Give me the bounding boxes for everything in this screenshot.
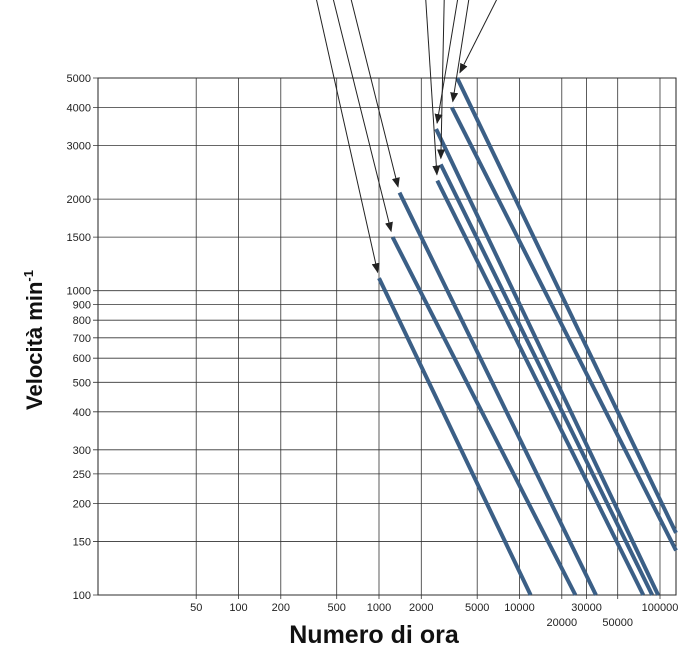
y-tick-label: 3000 [67,141,91,153]
annotation-layer: 10020040080016003200640012800 [316,0,498,274]
series-layer [377,77,678,596]
y-tick-label: 1000 [67,286,91,298]
leader-arrow-3200 [350,0,400,188]
x-tick-label: 100000 [642,602,679,614]
leader-arrow-200 [450,0,470,103]
y-tick-label: 600 [73,353,91,365]
y-tick-labels: 100 150 200 250 300 400 500 600 700 800 900 1000 150… [67,73,91,602]
x-tick-label: 50 [190,602,202,614]
leader-arrow-1600 [425,0,441,176]
y-tick-label: 2000 [67,194,91,206]
series-line-1600 [435,179,646,596]
x-tick-label: 50000 [602,617,633,629]
leader-arrow-100 [459,0,498,74]
x-tick-label: 10000 [504,602,535,614]
y-tick-label: 4000 [67,102,91,114]
x-tick-label: 100 [229,602,247,614]
x-tick-label: 30000 [571,602,602,614]
y-tick-label: 150 [73,536,91,548]
x-tick-label: 5000 [465,602,489,614]
x-tick-label: 200 [272,602,290,614]
y-tick-label: 800 [73,315,91,327]
y-tick-label: 250 [73,469,91,481]
y-tick-label: 300 [73,445,91,457]
leader-arrow-12800 [316,0,380,274]
x-axis-title: Numero di ora [289,621,460,649]
y-tick-label: 5000 [67,73,91,85]
y-tick-label: 700 [73,333,91,345]
x-tick-label: 2000 [409,602,433,614]
series-line-3200 [397,191,598,596]
y-tick-label: 1500 [67,232,91,244]
series-line-12800 [377,277,533,596]
x-tick-label: 20000 [546,617,577,629]
leader-arrow-6400 [332,0,393,233]
y-tick-label: 500 [73,377,91,389]
leader-arrow-400 [434,0,459,125]
x-tick-labels: 50 100 200 500 1000 2000 5000 10000 20000 3000050… [190,602,678,629]
y-tick-label: 200 [73,498,91,510]
x-tick-label: 500 [328,602,346,614]
series-line-200 [450,106,678,552]
x-tick-label: 1000 [367,602,391,614]
y-tick-label: 900 [73,300,91,312]
y-tick-label: 400 [73,407,91,419]
grid [93,77,677,599]
plot-frame [97,77,677,596]
leader-arrow-800 [437,0,446,160]
series-line-6400 [390,236,578,596]
series-line-400 [434,128,660,596]
series-line-800 [438,163,654,596]
series-line-100 [455,77,678,534]
y-axis-title: Velocità min-1 [21,270,47,410]
y-tick-label: 100 [73,590,91,602]
